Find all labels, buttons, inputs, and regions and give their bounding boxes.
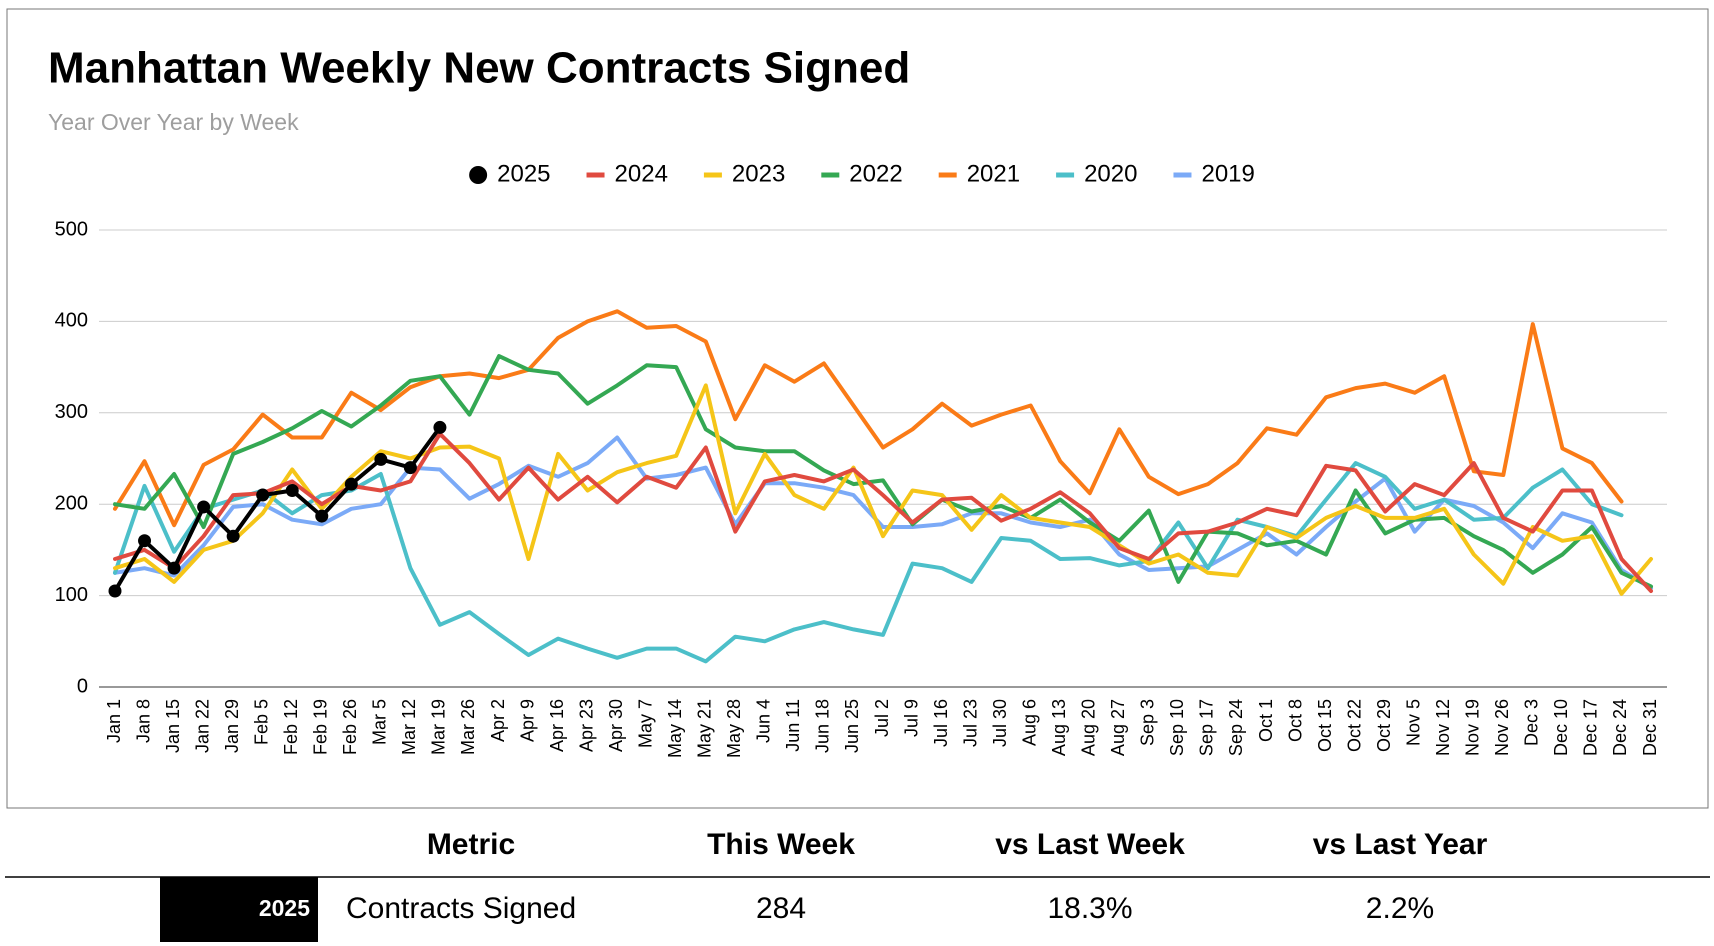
- x-tick-label: Jul 2: [872, 699, 892, 737]
- x-tick-label: Jun 4: [754, 699, 774, 743]
- series-line: [113, 461, 1624, 664]
- table-header: vs Last Week: [995, 828, 1185, 861]
- x-tick-label: May 7: [635, 699, 655, 748]
- legend-label: 2020: [1084, 160, 1137, 187]
- series-point: [167, 561, 181, 575]
- x-tick-label: Jun 11: [783, 699, 803, 752]
- series-point: [138, 534, 152, 548]
- series-point: [403, 461, 417, 475]
- x-tick-label: Aug 20: [1079, 699, 1099, 756]
- x-tick-label: Jan 22: [192, 699, 212, 753]
- legend-label: 2023: [732, 160, 785, 187]
- table-cell: Contracts Signed: [346, 892, 576, 925]
- legend-label: 2021: [967, 160, 1020, 187]
- x-tick-label: Dec 31: [1640, 699, 1660, 756]
- x-tick-label: May 28: [724, 699, 744, 758]
- x-tick-label: Mar 12: [399, 699, 419, 755]
- x-tick-label: Mar 26: [458, 699, 478, 755]
- x-tick-label: Oct 22: [1344, 699, 1364, 752]
- y-tick-label: 0: [77, 675, 88, 697]
- row-label: 2025: [259, 895, 310, 921]
- series-line: [113, 309, 1624, 528]
- series-point: [197, 500, 211, 514]
- x-tick-label: Jan 1: [104, 699, 124, 743]
- x-tick-label: Apr 9: [517, 699, 537, 742]
- legend-label: 2022: [849, 160, 902, 187]
- series-point: [108, 584, 122, 598]
- x-tick-label: Feb 5: [251, 699, 271, 745]
- series-line: [113, 435, 1653, 591]
- x-tick-label: May 21: [695, 699, 715, 758]
- x-tick-label: Jul 30: [990, 699, 1010, 747]
- x-tick-label: Sep 24: [1226, 699, 1246, 756]
- legend-label: 2025: [497, 160, 550, 187]
- x-tick-label: Apr 30: [606, 699, 626, 752]
- x-tick-label: Jul 16: [931, 699, 951, 747]
- x-tick-label: Jun 25: [842, 699, 862, 753]
- x-tick-label: Dec 10: [1551, 699, 1571, 756]
- x-tick-label: Nov 26: [1492, 699, 1512, 756]
- y-tick-label: 400: [55, 310, 88, 332]
- y-tick-label: 300: [55, 401, 88, 423]
- table-cell: 2.2%: [1366, 892, 1434, 925]
- series-point: [315, 509, 329, 523]
- series-point: [256, 488, 270, 502]
- y-tick-label: 500: [55, 218, 88, 240]
- x-tick-label: Oct 29: [1374, 699, 1394, 752]
- x-tick-label: Nov 19: [1463, 699, 1483, 756]
- series-point: [285, 483, 299, 497]
- series-line: [113, 383, 1653, 596]
- table-cell: 284: [756, 892, 806, 925]
- x-tick-label: Nov 12: [1433, 699, 1453, 756]
- x-tick-label: Sep 10: [1167, 699, 1187, 756]
- x-tick-label: Jun 18: [813, 699, 833, 753]
- x-tick-label: Nov 5: [1403, 699, 1423, 746]
- row-label-cell: [160, 877, 318, 942]
- y-tick-label: 200: [55, 492, 88, 514]
- x-tick-label: Oct 8: [1285, 699, 1305, 742]
- series-point: [226, 529, 240, 543]
- table-header: This Week: [707, 828, 855, 861]
- x-tick-label: Aug 27: [1108, 699, 1128, 756]
- x-tick-label: Dec 24: [1610, 699, 1630, 756]
- x-tick-label: Jan 8: [133, 699, 153, 743]
- x-tick-label: Sep 3: [1138, 699, 1158, 746]
- x-tick-label: Apr 23: [576, 699, 596, 752]
- chart-title: Manhattan Weekly New Contracts Signed: [48, 44, 910, 93]
- x-tick-label: Mar 5: [370, 699, 390, 745]
- x-tick-label: Oct 1: [1256, 699, 1276, 742]
- chart-subtitle: Year Over Year by Week: [48, 109, 299, 135]
- table-cell: 18.3%: [1047, 892, 1132, 925]
- x-tick-label: Jan 15: [163, 699, 183, 753]
- series-line: [113, 354, 1653, 589]
- legend-swatch: [469, 166, 488, 184]
- table-header: Metric: [427, 828, 515, 861]
- x-tick-label: Apr 16: [547, 699, 567, 752]
- table-header: vs Last Year: [1313, 828, 1488, 861]
- legend-label: 2024: [615, 160, 668, 187]
- x-tick-label: Jul 9: [901, 699, 921, 737]
- legend-label: 2019: [1201, 160, 1254, 187]
- x-tick-label: Dec 17: [1581, 699, 1601, 756]
- x-tick-label: Oct 15: [1315, 699, 1335, 752]
- x-tick-label: Jul 23: [960, 699, 980, 747]
- x-tick-label: Mar 19: [429, 699, 449, 755]
- series-point: [433, 420, 447, 434]
- x-tick-label: Sep 17: [1197, 699, 1217, 756]
- x-tick-label: Feb 12: [281, 699, 301, 755]
- x-tick-label: Dec 3: [1522, 699, 1542, 746]
- legend: 2025 2024 2023 2022 2021 2020 2019: [469, 160, 1255, 187]
- x-tick-label: May 14: [665, 699, 685, 758]
- x-tick-label: Apr 2: [488, 699, 508, 742]
- x-tick-label: Aug 13: [1049, 699, 1069, 756]
- x-tick-label: Feb 19: [311, 699, 331, 755]
- series-line: [113, 431, 1653, 593]
- y-tick-label: 100: [55, 584, 88, 606]
- series-point: [344, 477, 358, 491]
- x-tick-label: Jan 29: [222, 699, 242, 753]
- x-tick-label: Feb 26: [340, 699, 360, 755]
- x-tick-label: Aug 6: [1019, 699, 1039, 746]
- series-point: [374, 452, 388, 466]
